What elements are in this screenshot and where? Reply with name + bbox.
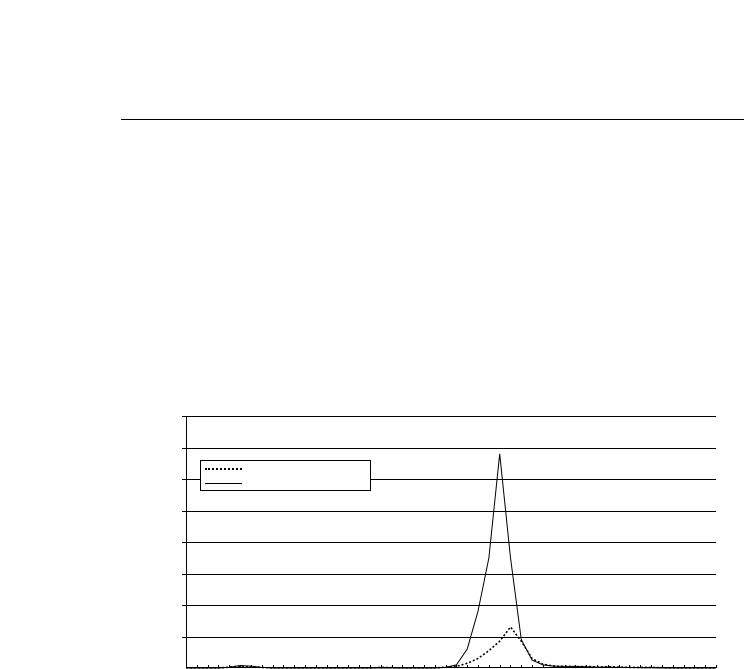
series-lines xyxy=(186,453,716,669)
legend xyxy=(200,460,371,491)
top-rule xyxy=(121,119,744,120)
legend-dotted-swatch xyxy=(205,468,242,470)
series-line-dotted xyxy=(186,625,716,669)
legend-solid-swatch xyxy=(205,483,242,484)
gridlines xyxy=(186,416,716,638)
series-line-solid xyxy=(186,453,716,669)
